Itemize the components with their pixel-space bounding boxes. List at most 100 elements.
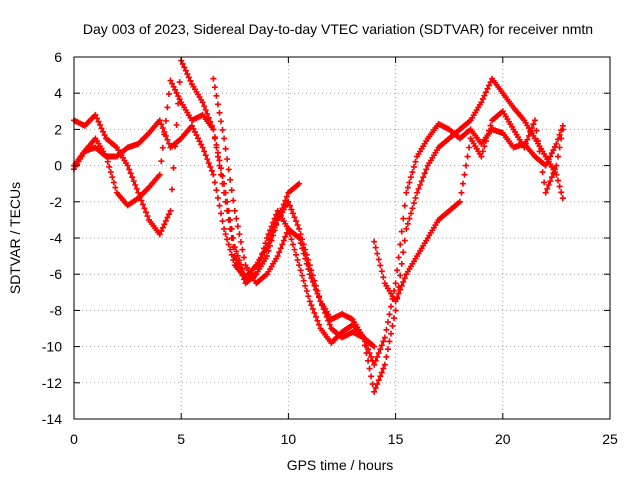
data-point-marker	[191, 128, 198, 135]
data-point-marker	[299, 245, 306, 252]
data-point-marker	[303, 260, 310, 267]
data-point-marker	[185, 74, 192, 81]
data-point-marker	[262, 240, 269, 247]
data-point-marker	[167, 77, 174, 84]
data-point-marker	[205, 160, 212, 167]
data-point-marker	[205, 114, 212, 121]
data-point-marker	[461, 171, 468, 178]
data-point-marker	[542, 189, 549, 196]
data-point-marker	[398, 282, 405, 289]
data-point-marker	[274, 253, 281, 260]
data-point-marker	[401, 237, 408, 244]
data-point-marker	[524, 136, 531, 143]
data-point-marker	[142, 209, 149, 216]
y-tick-label: -12	[42, 375, 62, 391]
data-point-marker	[410, 200, 417, 207]
data-point-marker	[308, 275, 315, 282]
data-point-marker	[555, 136, 562, 143]
data-point-marker	[237, 238, 244, 245]
data-point-marker	[227, 246, 234, 253]
data-point-marker	[371, 343, 378, 350]
data-point-marker	[478, 153, 485, 160]
data-point-marker	[558, 189, 565, 196]
data-point-marker	[400, 249, 407, 256]
data-point-marker	[388, 330, 395, 337]
data-point-marker	[297, 267, 304, 274]
axis-ticks: 0 5 10 15 20 25 -14 -12 -10 -8 -6 -4 -2 0 2 4 6	[42, 49, 618, 447]
data-point-marker	[211, 84, 218, 91]
data-point-marker	[97, 122, 104, 129]
data-point-marker	[282, 197, 289, 204]
data-point-marker	[288, 236, 295, 243]
data-point-marker	[372, 384, 379, 391]
data-point-marker	[227, 225, 234, 232]
data-point-marker	[273, 211, 280, 218]
data-point-marker	[418, 178, 425, 185]
data-point-marker	[201, 148, 208, 155]
data-point-marker	[312, 286, 319, 293]
data-point-marker	[538, 158, 545, 165]
data-point-marker	[219, 126, 226, 133]
y-tick-label: 0	[54, 158, 62, 174]
data-point-marker	[219, 218, 226, 225]
data-point-marker	[384, 346, 391, 353]
data-point-marker	[222, 145, 229, 152]
data-point-marker	[308, 267, 315, 274]
data-point-marker	[285, 198, 292, 205]
chart-title: Day 003 of 2023, Sidereal Day-to-day VTE…	[83, 21, 593, 37]
data-point-marker	[533, 127, 540, 134]
data-point-marker	[521, 144, 528, 151]
data-point-marker	[268, 223, 275, 230]
data-point-marker	[363, 350, 370, 357]
data-point-marker	[112, 184, 119, 191]
data-point-marker	[173, 89, 180, 96]
data-point-marker	[383, 353, 390, 360]
data-point-marker	[204, 110, 211, 117]
data-point-marker	[368, 353, 375, 360]
data-point-marker	[306, 262, 313, 269]
data-point-marker	[544, 185, 551, 192]
data-point-marker	[486, 82, 493, 89]
data-point-marker	[398, 260, 405, 267]
data-point-marker	[421, 170, 428, 177]
data-point-marker	[175, 100, 182, 107]
data-point-marker	[392, 280, 399, 287]
data-point-marker	[386, 338, 393, 345]
data-point-marker	[417, 181, 424, 188]
data-point-marker	[263, 244, 270, 251]
data-point-marker	[213, 144, 220, 151]
data-point-marker	[230, 197, 237, 204]
data-point-marker	[556, 183, 563, 190]
data-point-marker	[404, 184, 411, 191]
data-point-marker	[397, 286, 404, 293]
data-point-marker	[260, 245, 267, 252]
data-point-marker	[280, 237, 287, 244]
data-point-marker	[207, 163, 214, 170]
data-point-marker	[224, 236, 231, 243]
data-point-marker	[141, 205, 148, 212]
data-point-marker	[481, 92, 488, 99]
data-point-marker	[371, 361, 378, 368]
data-point-marker	[207, 118, 214, 125]
series-2	[71, 77, 378, 350]
data-point-marker	[169, 80, 176, 87]
data-point-marker	[159, 144, 166, 151]
data-point-marker	[464, 153, 471, 160]
data-point-marker	[213, 187, 220, 194]
data-point-marker	[374, 381, 381, 388]
data-point-marker	[303, 288, 310, 295]
data-point-marker	[214, 153, 221, 160]
data-point-marker	[259, 250, 266, 257]
data-point-marker	[383, 326, 390, 333]
data-point-marker	[225, 241, 232, 248]
data-point-marker	[303, 251, 310, 258]
data-point-marker	[309, 278, 316, 285]
data-point-marker	[211, 135, 218, 142]
data-point-marker	[531, 117, 538, 124]
data-point-marker	[395, 290, 402, 297]
data-point-marker	[305, 293, 312, 300]
data-point-marker	[236, 231, 243, 238]
data-point-marker	[551, 166, 558, 173]
data-point-marker	[314, 290, 321, 297]
